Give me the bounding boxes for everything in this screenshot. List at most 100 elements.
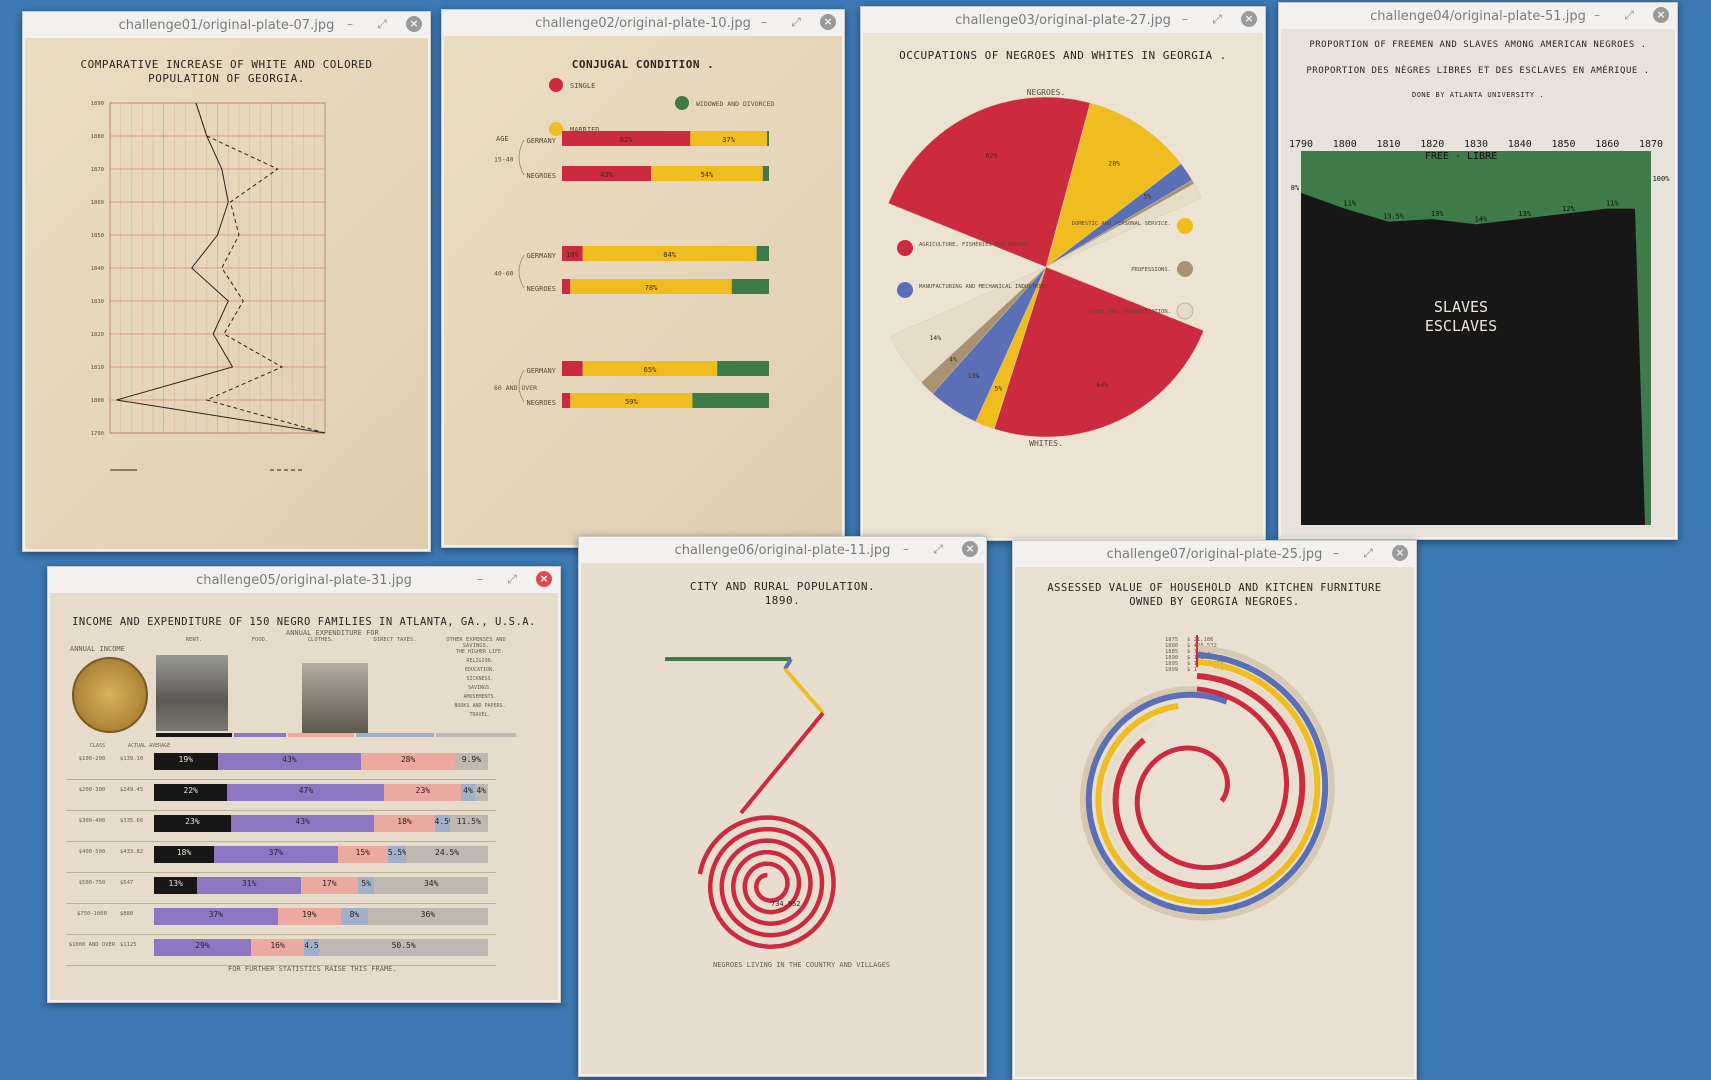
segment-label: 31% (241, 879, 257, 888)
window-titlebar[interactable]: challenge04/original-plate-51.jpg – ⤢ × (1279, 3, 1677, 29)
close-icon[interactable]: × (536, 571, 552, 587)
image-window-plate-11[interactable]: challenge06/original-plate-11.jpg – ⤢ × … (578, 536, 987, 1077)
bar-segment (731, 279, 769, 294)
income-class-label: $1000 AND OVER (68, 942, 116, 948)
minimize-icon[interactable]: – (903, 542, 909, 556)
row-divider (66, 779, 496, 780)
window-title: challenge03/original-plate-27.jpg (955, 12, 1171, 28)
expenditure-segment: 34% (374, 877, 488, 894)
other-expense-item: RELIGION. (466, 658, 494, 664)
legend-year-label: 1890 (1165, 655, 1179, 661)
expenditure-segment: 29% (154, 939, 251, 956)
image-window-plate-07[interactable]: challenge01/original-plate-07.jpg – ⤢ × … (22, 11, 431, 552)
year-tick-label: 1880 (91, 134, 104, 140)
legend-married-label: MARRIED (570, 126, 600, 134)
maximize-icon[interactable]: ⤢ (1624, 8, 1634, 22)
free-percent-label: 14% (1475, 215, 1488, 223)
expenditure-segment: 18% (154, 846, 215, 863)
maximize-icon[interactable]: ⤢ (1212, 12, 1222, 26)
image-window-plate-27[interactable]: challenge03/original-plate-27.jpg – ⤢ × … (860, 6, 1266, 541)
minimize-icon[interactable]: – (1594, 8, 1600, 22)
plate-paper: PROPORTION OF FREEMEN AND SLAVES AMONG A… (1281, 29, 1675, 537)
legend-swatch-trade (1176, 302, 1194, 320)
expenditure-segment: 5.5% (387, 846, 407, 863)
row-divider (66, 934, 496, 935)
window-titlebar[interactable]: challenge02/original-plate-10.jpg – ⤢ × (442, 10, 844, 36)
window-title: challenge05/original-plate-31.jpg (196, 572, 412, 588)
year-tick-label: 1890 (91, 101, 104, 107)
minimize-icon[interactable]: – (1333, 546, 1339, 560)
legend-year-label: 1885 (1165, 649, 1179, 655)
window-title: challenge06/original-plate-11.jpg (674, 542, 891, 558)
other-expense-item: SICKNESS. (466, 676, 494, 682)
plate-paper: OCCUPATIONS OF NEGROES AND WHITES IN GEO… (863, 33, 1263, 538)
income-class-label: $750-1000 (77, 911, 107, 917)
other-expense-item: SAVINGS. (467, 685, 493, 691)
year-tick-label: 1810 (1376, 139, 1400, 150)
minimize-icon[interactable]: – (347, 17, 353, 31)
actual-average-label: $249.45 (120, 787, 144, 793)
bar-segment (756, 246, 769, 261)
minimize-icon[interactable]: – (477, 572, 483, 586)
maximize-icon[interactable]: ⤢ (507, 572, 517, 586)
window-titlebar[interactable]: challenge01/original-plate-07.jpg – ⤢ × (23, 12, 430, 38)
window-titlebar[interactable]: challenge06/original-plate-11.jpg – ⤢ × (579, 537, 986, 563)
close-icon[interactable]: × (1241, 11, 1257, 27)
close-icon[interactable]: × (962, 541, 978, 557)
other-expense-item: AMUSEMENTS. (463, 694, 497, 700)
close-icon[interactable]: × (406, 16, 422, 32)
bar-segment (690, 131, 767, 146)
segment-label: 28% (400, 755, 416, 764)
year-tick-label: 1800 (91, 398, 104, 404)
close-icon[interactable]: × (1653, 7, 1669, 23)
legend-single-label: SINGLE (570, 82, 595, 90)
image-window-plate-31[interactable]: challenge05/original-plate-31.jpg – ⤢ × … (47, 566, 561, 1003)
expenditure-segment: 15% (337, 846, 388, 863)
slice-label: 5% (1144, 192, 1152, 200)
expenditure-segment: 4.5% (304, 939, 324, 956)
segment-label: 65% (644, 366, 657, 374)
minimize-icon[interactable]: – (761, 15, 767, 29)
maximize-icon[interactable]: ⤢ (933, 542, 943, 556)
bar-segment (570, 393, 693, 408)
close-icon[interactable]: × (1392, 545, 1408, 561)
age-group-label: 15-40 (494, 156, 514, 164)
category-swatch (436, 733, 516, 737)
window-title: challenge07/original-plate-25.jpg (1106, 546, 1323, 562)
maximize-icon[interactable]: ⤢ (377, 17, 387, 31)
maximize-icon[interactable]: ⤢ (791, 15, 801, 29)
bar-segment (562, 361, 583, 376)
plate-title: COMPARATIVE INCREASE OF WHITE AND COLORE… (80, 58, 373, 85)
slice-label: 64% (1096, 381, 1108, 389)
year-tick-label: 1800 (1333, 139, 1357, 150)
window-titlebar[interactable]: challenge07/original-plate-25.jpg – ⤢ × (1013, 541, 1416, 567)
slice-label: 4% (949, 355, 957, 363)
segment-label: 43% (295, 817, 310, 826)
spiral-chart (1079, 635, 1335, 921)
segment-label: 5% (361, 879, 371, 888)
segment-label: 47% (298, 786, 314, 795)
window-titlebar[interactable]: challenge05/original-plate-31.jpg – ⤢ × (48, 567, 560, 593)
segment-label: 84% (663, 251, 676, 259)
col-avg-label: ACTUAL AVERAGE (128, 743, 171, 749)
image-window-plate-25[interactable]: challenge07/original-plate-25.jpg – ⤢ × … (1012, 540, 1417, 1080)
maximize-icon[interactable]: ⤢ (1363, 546, 1373, 560)
other-expense-item: TRAVEL. (469, 712, 491, 718)
furniture-arc (1104, 666, 1313, 898)
segment-label: 29% (195, 941, 210, 950)
legend-year-label: 1895 (1165, 661, 1179, 667)
legend-domestic-label: DOMESTIC AND PERSONAL SERVICE. (1072, 221, 1171, 227)
legend-manufacturing-label: MANUFACTURING AND MECHANICAL INDUSTRIES. (919, 284, 1051, 290)
legend-widowed-label: WIDOWED AND DIVORCED (696, 100, 774, 108)
minimize-icon[interactable]: – (1182, 12, 1188, 26)
close-icon[interactable]: × (820, 14, 836, 30)
segment-label: 13% (168, 879, 183, 888)
window-titlebar[interactable]: challenge03/original-plate-27.jpg – ⤢ × (861, 7, 1265, 33)
image-window-plate-10[interactable]: challenge02/original-plate-10.jpg – ⤢ × … (441, 9, 845, 548)
image-window-plate-51[interactable]: challenge04/original-plate-51.jpg – ⤢ × … (1278, 2, 1678, 540)
country-label: GERMANY (526, 252, 556, 260)
expenditure-header-item: RENT. (185, 637, 203, 643)
slaves-label: SLAVES (1434, 298, 1488, 316)
bar-segment (562, 279, 571, 294)
year-tick-label: 1870 (1639, 139, 1663, 150)
